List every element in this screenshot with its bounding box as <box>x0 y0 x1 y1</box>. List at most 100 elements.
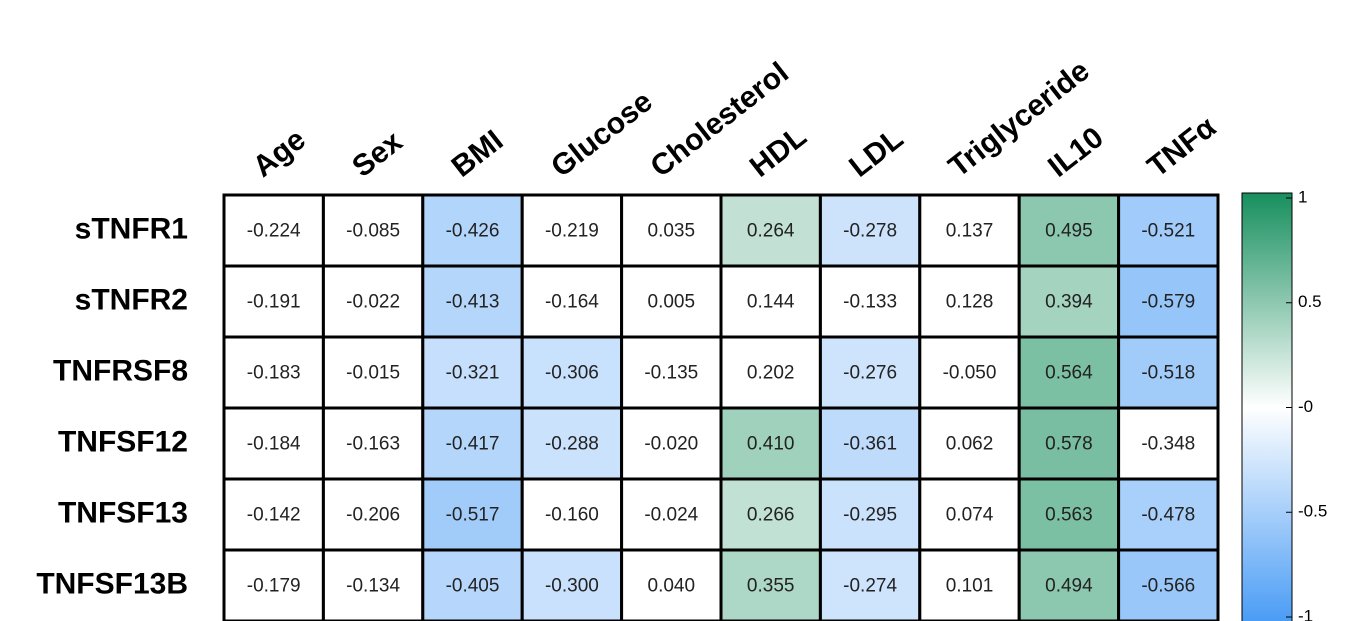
cell <box>222 193 325 268</box>
cell-label: -0.142 <box>247 505 301 526</box>
row-label: TNFSF12 <box>58 425 188 458</box>
cell-label: -0.405 <box>446 576 500 597</box>
row-label: sTNFR1 <box>75 212 188 245</box>
cell <box>421 335 524 410</box>
cell-label: -0.133 <box>843 292 897 313</box>
cell-label: -0.295 <box>843 505 897 526</box>
cell <box>1117 548 1220 621</box>
cell <box>719 477 822 552</box>
column-label: TNFα <box>1141 110 1222 184</box>
column-label: Sex <box>346 125 409 184</box>
cell-label: -0.321 <box>446 363 500 384</box>
cell <box>818 264 922 339</box>
cell-label: 0.494 <box>1045 576 1093 597</box>
cell-label: -0.579 <box>1141 292 1195 313</box>
cell-label: -0.024 <box>644 505 698 526</box>
cell <box>719 193 822 268</box>
cell <box>222 335 325 410</box>
cell <box>818 548 922 621</box>
cell <box>918 548 1021 621</box>
colorbar <box>1241 192 1293 621</box>
cell <box>1117 477 1220 552</box>
cell <box>918 477 1021 552</box>
colorbar-tick-label: -0.5 <box>1298 502 1327 521</box>
cell-label: -0.274 <box>843 576 897 597</box>
cell-label: -0.134 <box>346 576 400 597</box>
colorbar-tick-label: 1 <box>1298 187 1307 206</box>
cell <box>222 406 325 481</box>
cell-label: -0.206 <box>346 505 400 526</box>
cell-label: -0.022 <box>346 292 400 313</box>
cell-label: 0.202 <box>747 363 795 384</box>
cell-label: 0.137 <box>946 221 994 242</box>
cell-label: -0.278 <box>843 221 897 242</box>
cell-label: -0.219 <box>545 221 599 242</box>
row-label: sTNFR2 <box>75 283 188 316</box>
cell-label: -0.276 <box>843 363 897 384</box>
cell-label: -0.050 <box>943 363 997 384</box>
cell-label: 0.040 <box>648 576 696 597</box>
cell <box>818 406 922 481</box>
column-label: HDL <box>744 120 813 184</box>
cell-label: -0.164 <box>545 292 599 313</box>
cell <box>1017 335 1121 410</box>
cell-label: -0.163 <box>346 434 400 455</box>
column-label: Glucose <box>545 85 659 184</box>
cell-label: 0.495 <box>1045 221 1093 242</box>
cell <box>620 477 723 552</box>
cell-label: -0.413 <box>446 292 500 313</box>
cell-label: 0.266 <box>747 505 795 526</box>
cell-label: 0.128 <box>946 292 994 313</box>
cell <box>1117 264 1220 339</box>
cell-label: 0.563 <box>1045 505 1093 526</box>
cell <box>520 264 624 339</box>
cell <box>321 477 425 552</box>
cell-label: 0.101 <box>946 576 994 597</box>
cell-label: -0.566 <box>1141 576 1195 597</box>
cell <box>222 548 325 621</box>
row-label: TNFSF13B <box>36 567 188 600</box>
cell-label: 0.035 <box>648 221 696 242</box>
cell-label: -0.306 <box>545 363 599 384</box>
cell <box>321 264 425 339</box>
cell-label: 0.578 <box>1045 434 1093 455</box>
column-label: IL10 <box>1042 121 1110 184</box>
cell-label: -0.478 <box>1141 505 1195 526</box>
cell-label: 0.005 <box>648 292 696 313</box>
cell <box>719 264 822 339</box>
column-label: LDL <box>843 122 909 184</box>
colorbar-tick-label: -1 <box>1298 606 1313 621</box>
cell-label: -0.191 <box>247 292 301 313</box>
cell-label: 0.062 <box>946 434 994 455</box>
cell-label: -0.183 <box>247 363 301 384</box>
cell-label: -0.518 <box>1141 363 1195 384</box>
cell-label: 0.355 <box>747 576 795 597</box>
column-label: Age <box>247 123 312 184</box>
cell <box>1117 335 1220 410</box>
cell <box>719 406 822 481</box>
cell <box>818 335 922 410</box>
cell <box>321 548 425 621</box>
cell <box>1017 477 1121 552</box>
cell-label: -0.085 <box>346 221 400 242</box>
cell <box>620 548 723 621</box>
cell <box>520 548 624 621</box>
cell-label: -0.288 <box>545 434 599 455</box>
cell-label: -0.361 <box>843 434 897 455</box>
cell-label: 0.410 <box>747 434 795 455</box>
cell-label: -0.224 <box>247 221 301 242</box>
cell-label: -0.426 <box>446 221 500 242</box>
colorbar-tick-label: 0.5 <box>1298 292 1322 311</box>
cell-label: -0.015 <box>346 363 400 384</box>
cell-label: -0.179 <box>247 576 301 597</box>
cell-label: -0.348 <box>1141 434 1195 455</box>
cell-label: 0.264 <box>747 221 795 242</box>
colorbar-tick-label: -0 <box>1298 397 1313 416</box>
cell-label: -0.135 <box>644 363 698 384</box>
cell <box>918 193 1021 268</box>
cell-label: 0.394 <box>1045 292 1093 313</box>
row-label: TNFSF13 <box>58 496 188 529</box>
cell-label: 0.144 <box>747 292 795 313</box>
cell-label: -0.417 <box>446 434 500 455</box>
